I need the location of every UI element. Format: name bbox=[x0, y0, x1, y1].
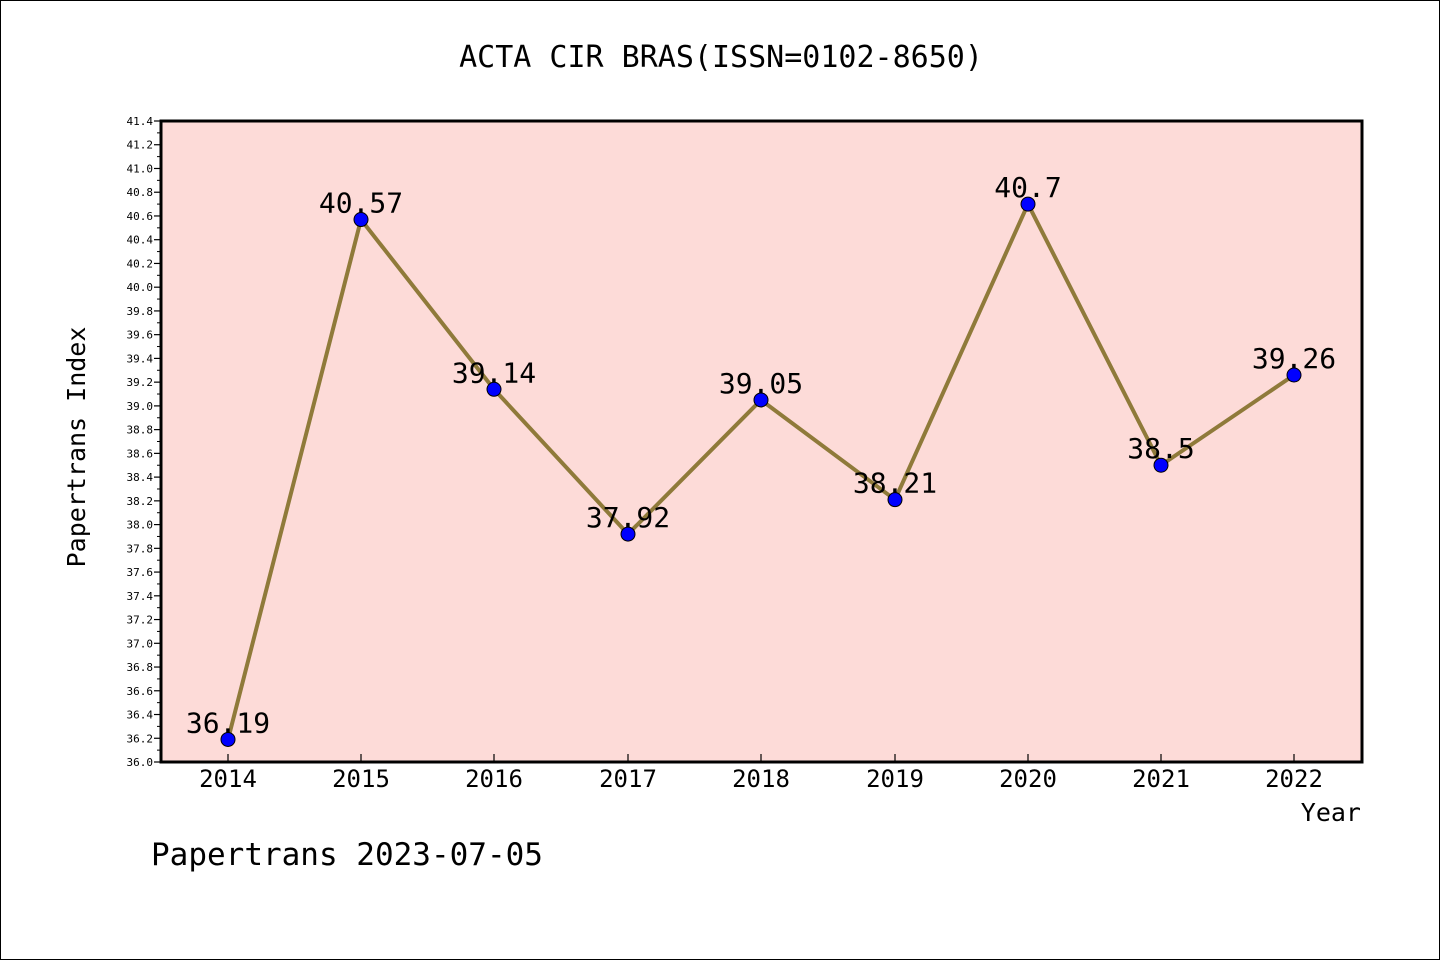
y-tick-label: 41.4 bbox=[127, 115, 154, 128]
y-tick-label: 36.6 bbox=[127, 685, 154, 698]
x-tick-label: 2020 bbox=[999, 765, 1057, 793]
y-tick-label: 39.2 bbox=[127, 376, 154, 389]
x-axis-label: Year bbox=[1301, 798, 1361, 827]
x-tick-label: 2016 bbox=[465, 765, 523, 793]
data-point-2019 bbox=[887, 492, 903, 508]
y-tick-label: 38.2 bbox=[127, 495, 154, 508]
y-tick-label: 36.2 bbox=[127, 732, 154, 745]
data-point-2022 bbox=[1286, 367, 1302, 383]
data-point-2018 bbox=[753, 392, 769, 408]
y-tick-label: 37.4 bbox=[127, 590, 154, 603]
y-tick-label: 36.0 bbox=[127, 756, 154, 769]
y-tick-label: 40.6 bbox=[127, 210, 154, 223]
y-tick-label: 39.0 bbox=[127, 400, 154, 413]
y-tick-label: 39.8 bbox=[127, 305, 154, 318]
y-tick-label: 41.2 bbox=[127, 139, 154, 152]
data-point-2016 bbox=[486, 381, 502, 397]
x-tick-label: 2022 bbox=[1265, 765, 1323, 793]
x-tick-label: 2019 bbox=[866, 765, 924, 793]
y-tick-label: 39.4 bbox=[127, 352, 154, 365]
series-layer: 36.19 40.57 39.14 37.92 39.05 38.21 40.7 38.5 39… bbox=[186, 171, 1336, 747]
y-tick-label: 36.4 bbox=[127, 709, 154, 722]
y-tick-label: 41.0 bbox=[127, 162, 154, 175]
data-point-2015 bbox=[353, 212, 369, 228]
data-label-2016: 39.14 bbox=[452, 356, 536, 389]
y-tick-label: 39.6 bbox=[127, 329, 154, 342]
data-point-2021 bbox=[1153, 457, 1169, 473]
x-tick-label: 2015 bbox=[332, 765, 390, 793]
data-label-2021: 38.5 bbox=[1127, 432, 1194, 465]
y-tick-label: 38.4 bbox=[127, 471, 154, 484]
y-tick-label: 37.0 bbox=[127, 637, 154, 650]
data-point-2014 bbox=[220, 731, 236, 747]
y-tick-label: 38.0 bbox=[127, 519, 154, 532]
x-tick-label: 2021 bbox=[1132, 765, 1190, 793]
y-tick-label: 37.2 bbox=[127, 614, 154, 627]
data-label-2017: 37.92 bbox=[586, 501, 670, 534]
data-label-2019: 38.21 bbox=[853, 467, 937, 500]
plot-area bbox=[159, 119, 1364, 764]
x-tick-label: 2017 bbox=[599, 765, 657, 793]
data-point-2017 bbox=[620, 526, 636, 542]
data-label-2014: 36.19 bbox=[186, 706, 270, 739]
x-tick-label: 2014 bbox=[199, 765, 257, 793]
y-tick-label: 40.2 bbox=[127, 257, 154, 270]
y-tick-label: 38.6 bbox=[127, 447, 154, 460]
data-label-2015: 40.57 bbox=[319, 187, 403, 220]
chart-title: ACTA CIR BRAS(ISSN=0102-8650) bbox=[459, 40, 983, 75]
data-label-2020: 40.7 bbox=[994, 171, 1061, 204]
footer-text: Papertrans 2023-07-05 bbox=[151, 837, 543, 873]
y-axis-label: Papertrans Index bbox=[62, 327, 91, 568]
y-axis-ticks: 36.0 36.2 36.4 36.6 36.8 37.0 37.2 37.4 37.6 37.8… bbox=[127, 115, 161, 769]
y-tick-label: 37.8 bbox=[127, 542, 154, 555]
y-tick-label: 40.8 bbox=[127, 186, 154, 199]
data-label-2018: 39.05 bbox=[719, 367, 803, 400]
data-label-2022: 39.26 bbox=[1252, 342, 1336, 375]
data-point-2020 bbox=[1020, 196, 1036, 212]
y-tick-label: 40.4 bbox=[127, 234, 154, 247]
y-tick-label: 40.0 bbox=[127, 281, 154, 294]
y-tick-label: 37.6 bbox=[127, 566, 154, 579]
y-tick-label: 36.8 bbox=[127, 661, 154, 674]
x-tick-label: 2018 bbox=[732, 765, 790, 793]
y-tick-label: 38.8 bbox=[127, 424, 154, 437]
x-axis-ticks: 2014 2015 2016 2017 2018 2019 2020 2021 2022 bbox=[199, 754, 1323, 793]
